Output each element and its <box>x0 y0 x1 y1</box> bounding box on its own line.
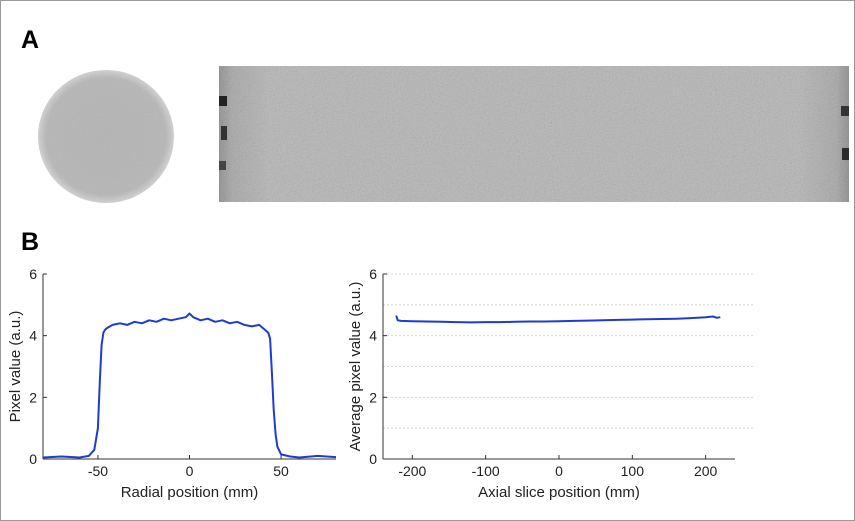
axial-x-tick-label: 100 <box>621 463 645 479</box>
axial-x-axis-label: Axial slice position (mm) <box>478 484 640 501</box>
axial-x-tick-label: -100 <box>472 463 500 479</box>
axial-series-line <box>395 315 721 324</box>
radial-x-tick-label: 50 <box>273 463 289 479</box>
panel-label-a: A <box>21 26 40 54</box>
axial-y-tick-label: 4 <box>369 328 377 344</box>
radial-y-tick-label: 6 <box>29 266 37 282</box>
radial-y-tick-label: 4 <box>29 328 37 344</box>
radial-y-tick-label: 2 <box>29 389 37 405</box>
axial-y-tick-label: 2 <box>369 389 377 405</box>
axial-x-tick-label: -200 <box>398 463 426 479</box>
axial-x-tick-label: 200 <box>694 463 718 479</box>
phantom-transaxial-image <box>38 70 174 203</box>
axial-y-tick-label: 0 <box>369 451 377 467</box>
axial-x-tick-label: 0 <box>555 463 563 479</box>
radial-y-axis-label: Pixel value (a.u.) <box>7 311 24 423</box>
axial-y-tick-label: 6 <box>369 266 377 282</box>
axial-y-axis-label: Average pixel value (a.u.) <box>347 282 364 452</box>
radial-y-tick-label: 0 <box>29 451 37 467</box>
radial-x-tick-label: -50 <box>88 463 108 479</box>
panel-label-b: B <box>21 228 40 256</box>
radial-x-tick-label: 0 <box>186 463 194 479</box>
phantom-axial-image <box>219 66 849 202</box>
radial-x-axis-label: Radial position (mm) <box>121 484 259 501</box>
radial-series-line <box>42 312 337 459</box>
